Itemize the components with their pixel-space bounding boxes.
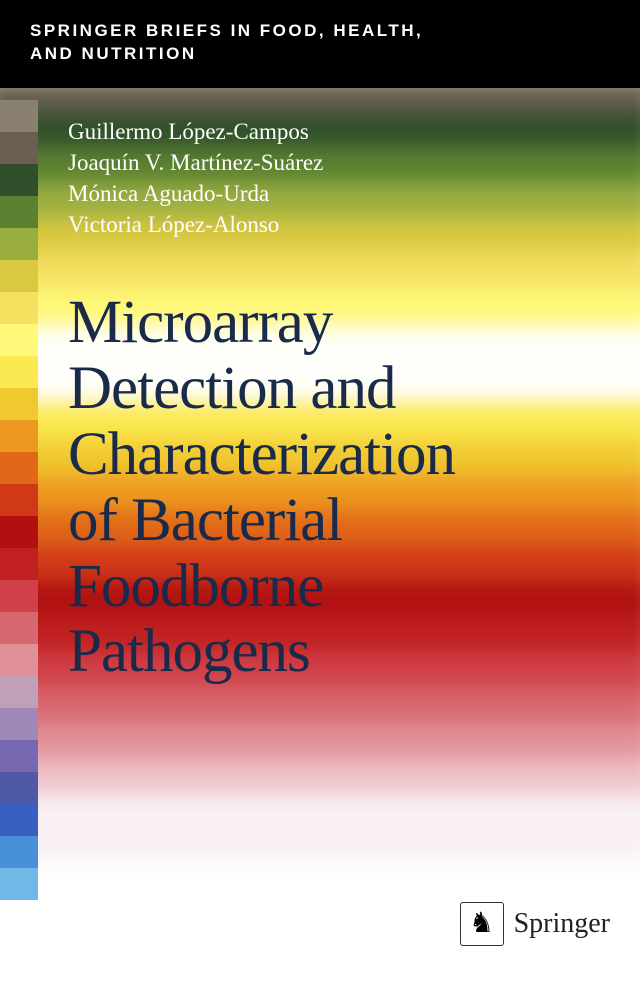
title-line-1: Microarray	[68, 290, 610, 356]
color-stripe	[0, 580, 38, 612]
color-stripe	[0, 196, 38, 228]
authors-block: Guillermo López-Campos Joaquín V. Martín…	[68, 116, 610, 240]
color-stripe	[0, 420, 38, 452]
cover-content: Guillermo López-Campos Joaquín V. Martín…	[0, 88, 640, 685]
horse-icon: ♞	[469, 910, 494, 938]
title-line-3: Characterization	[68, 422, 610, 488]
color-stripe	[0, 324, 38, 356]
series-banner: SPRINGER BRIEFS IN FOOD, HEALTH, AND NUT…	[0, 0, 640, 88]
color-stripe	[0, 644, 38, 676]
left-color-stripes	[0, 100, 38, 900]
color-stripe	[0, 740, 38, 772]
series-line-1: SPRINGER BRIEFS IN FOOD, HEALTH,	[30, 20, 610, 43]
author-4: Victoria López-Alonso	[68, 209, 610, 240]
color-stripe	[0, 772, 38, 804]
color-stripe	[0, 260, 38, 292]
title-line-5: Foodborne	[68, 554, 610, 620]
color-stripe	[0, 836, 38, 868]
author-3: Mónica Aguado-Urda	[68, 178, 610, 209]
series-line-2: AND NUTRITION	[30, 43, 610, 66]
title-line-4: of Bacterial	[68, 488, 610, 554]
author-2: Joaquín V. Martínez-Suárez	[68, 147, 610, 178]
color-stripe	[0, 804, 38, 836]
color-stripe	[0, 612, 38, 644]
color-stripe	[0, 164, 38, 196]
title-line-6: Pathogens	[68, 619, 610, 685]
color-stripe	[0, 100, 38, 132]
publisher-block: ♞ Springer	[460, 902, 610, 946]
publisher-name: Springer	[514, 908, 610, 940]
color-stripe	[0, 452, 38, 484]
color-stripe	[0, 388, 38, 420]
publisher-logo-icon: ♞	[460, 902, 504, 946]
author-1: Guillermo López-Campos	[68, 116, 610, 147]
color-stripe	[0, 516, 38, 548]
color-stripe	[0, 484, 38, 516]
color-stripe	[0, 548, 38, 580]
color-stripe	[0, 228, 38, 260]
color-stripe	[0, 132, 38, 164]
color-stripe	[0, 708, 38, 740]
title-line-2: Detection and	[68, 356, 610, 422]
book-title: Microarray Detection and Characterizatio…	[68, 290, 610, 685]
color-stripe	[0, 356, 38, 388]
color-stripe	[0, 868, 38, 900]
color-stripe	[0, 676, 38, 708]
color-stripe	[0, 292, 38, 324]
